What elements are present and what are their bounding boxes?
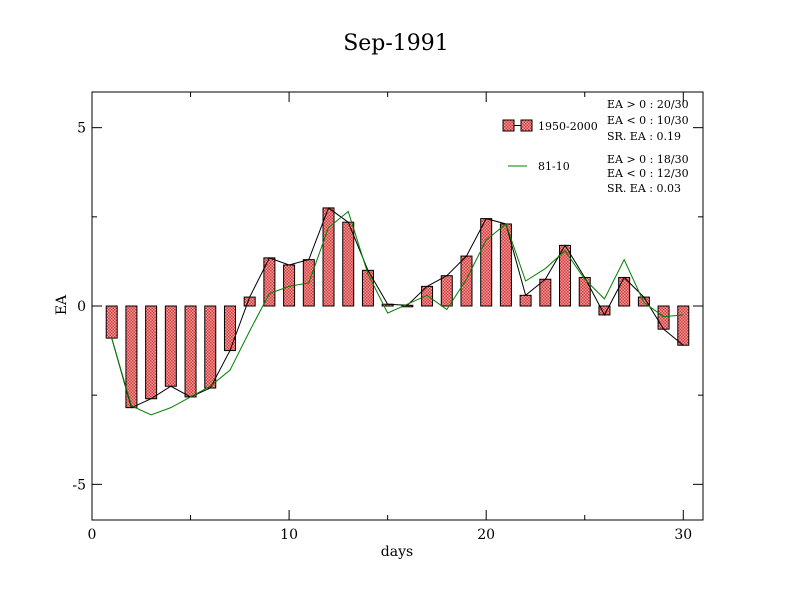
bar-day-7 bbox=[223, 305, 236, 352]
legend-label-1950-2000: 1950-2000 bbox=[538, 120, 598, 133]
line-81-10 bbox=[111, 210, 684, 416]
bar-day-22 bbox=[519, 294, 532, 307]
bar-day-5 bbox=[184, 305, 197, 398]
bar-day-4 bbox=[164, 305, 177, 387]
bar-series bbox=[105, 207, 690, 409]
stat-8110-ea-negative: EA < 0 : 12/30 bbox=[607, 167, 689, 180]
bar-day-1 bbox=[105, 305, 118, 339]
bar-day-20 bbox=[480, 218, 493, 307]
line-1950-2000 bbox=[111, 207, 684, 409]
axis-tick-labels: 0 10 20 30 -5 0 5 bbox=[72, 121, 692, 543]
bar-day-29 bbox=[657, 305, 670, 330]
bar-day-17 bbox=[421, 285, 434, 307]
bar-day-18 bbox=[440, 275, 453, 307]
y-tick-label: 0 bbox=[77, 299, 86, 315]
line-series bbox=[111, 207, 684, 416]
bar-day-25 bbox=[578, 276, 591, 307]
legend-label-81-10: 81-10 bbox=[538, 160, 570, 173]
y-tick-label: -5 bbox=[72, 477, 86, 493]
legend-bar-swatch bbox=[502, 119, 515, 132]
bar-day-3 bbox=[145, 305, 158, 400]
x-tick-label: 10 bbox=[280, 527, 298, 543]
chart-title: Sep-1991 bbox=[343, 31, 449, 56]
stat-1950-sr-ea: SR. EA : 0.19 bbox=[607, 130, 681, 143]
bar-day-30 bbox=[677, 305, 690, 346]
x-tick-label: 20 bbox=[477, 527, 495, 543]
stat-8110-ea-positive: EA > 0 : 18/30 bbox=[607, 153, 689, 166]
stat-1950-ea-positive: EA > 0 : 20/30 bbox=[607, 98, 689, 111]
x-axis-label: days bbox=[381, 544, 413, 560]
bar-day-12 bbox=[322, 207, 335, 307]
y-axis-label: EA bbox=[54, 294, 70, 315]
x-tick-label: 30 bbox=[674, 527, 692, 543]
bar-day-23 bbox=[539, 278, 552, 307]
y-tick-label: 5 bbox=[77, 121, 86, 137]
legend: 1950-2000 81-10 EA > 0 : 20/30 EA < 0 : … bbox=[502, 98, 689, 195]
x-tick-label: 0 bbox=[88, 527, 97, 543]
stat-1950-ea-negative: EA < 0 : 10/30 bbox=[607, 114, 689, 127]
bar-day-19 bbox=[460, 255, 473, 307]
bar-day-6 bbox=[204, 305, 217, 389]
bar-day-14 bbox=[361, 269, 374, 307]
bar-day-13 bbox=[342, 221, 355, 307]
axis-ticks bbox=[91, 92, 703, 520]
stat-8110-sr-ea: SR. EA : 0.03 bbox=[607, 182, 681, 195]
legend-bar-swatch-2 bbox=[520, 119, 533, 132]
